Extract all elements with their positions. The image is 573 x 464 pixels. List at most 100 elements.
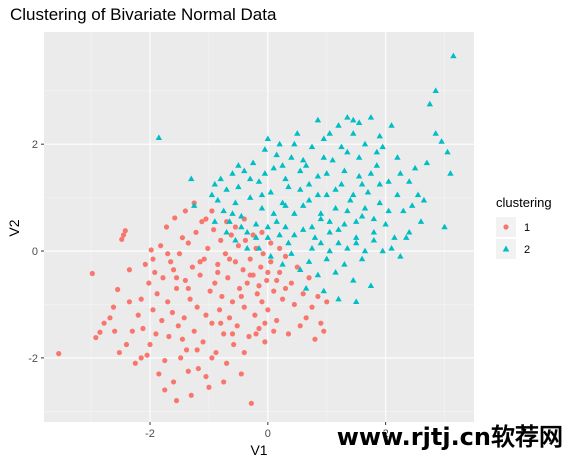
grid-minor (44, 32, 474, 422)
point-cluster-2 (249, 159, 257, 166)
point-cluster-1 (285, 331, 292, 337)
point-cluster-2 (188, 175, 195, 182)
point-cluster-2 (320, 154, 327, 160)
point-cluster-2 (355, 172, 363, 179)
point-cluster-1 (209, 355, 215, 361)
point-cluster-1 (115, 286, 121, 293)
point-cluster-1 (312, 336, 318, 342)
point-cluster-1 (297, 323, 303, 329)
point-cluster-1 (238, 371, 244, 377)
point-cluster-1 (168, 259, 174, 265)
point-cluster-2 (341, 260, 348, 267)
point-cluster-2 (264, 234, 272, 240)
point-cluster-1 (264, 277, 270, 284)
point-cluster-1 (268, 240, 274, 246)
point-cluster-1 (112, 328, 118, 334)
point-cluster-2 (211, 218, 219, 224)
point-cluster-1 (89, 270, 95, 277)
point-cluster-1 (162, 357, 168, 364)
point-cluster-1 (200, 339, 206, 345)
point-cluster-1 (265, 269, 271, 276)
point-cluster-1 (154, 291, 160, 297)
point-cluster-1 (225, 275, 231, 281)
point-cluster-1 (207, 288, 213, 294)
point-cluster-2 (385, 207, 392, 214)
point-cluster-1 (191, 328, 197, 334)
point-cluster-1 (229, 299, 236, 305)
point-cluster-1 (231, 341, 237, 348)
point-cluster-1 (215, 261, 221, 267)
point-cluster-2 (223, 186, 230, 192)
point-cluster-1 (142, 261, 148, 267)
points-layer (56, 52, 457, 406)
point-cluster-2 (432, 87, 439, 93)
point-cluster-2 (441, 223, 448, 230)
axis-ticks (41, 143, 387, 425)
point-cluster-1 (235, 243, 241, 249)
point-cluster-2 (355, 154, 363, 160)
point-cluster-2 (364, 188, 372, 195)
point-cluster-2 (252, 234, 260, 240)
point-cluster-1 (183, 347, 190, 353)
point-cluster-1 (110, 304, 117, 310)
point-cluster-1 (265, 307, 271, 313)
point-cluster-2 (252, 220, 260, 227)
point-cluster-2 (279, 162, 286, 168)
point-cluster-2 (376, 180, 383, 187)
point-cluster-2 (350, 116, 357, 123)
point-cluster-2 (332, 204, 339, 211)
legend: clustering 1 2 (496, 195, 552, 259)
point-cluster-1 (259, 229, 265, 235)
point-cluster-1 (194, 304, 200, 310)
point-cluster-1 (123, 341, 130, 348)
point-cluster-2 (411, 164, 419, 171)
point-cluster-2 (282, 175, 289, 182)
point-cluster-2 (208, 191, 216, 198)
point-cluster-2 (408, 202, 416, 208)
point-cluster-1 (170, 267, 177, 273)
point-cluster-2 (420, 196, 428, 203)
point-cluster-2 (217, 175, 224, 182)
point-cluster-1 (229, 331, 236, 337)
point-cluster-2 (285, 183, 292, 190)
point-cluster-2 (432, 130, 439, 136)
point-cluster-1 (185, 285, 191, 292)
point-cluster-2 (226, 218, 233, 224)
point-cluster-1 (232, 259, 239, 265)
point-cluster-1 (148, 247, 154, 253)
point-cluster-1 (170, 379, 177, 385)
point-cluster-1 (165, 299, 171, 305)
point-cluster-2 (338, 180, 345, 187)
point-cluster-1 (189, 264, 196, 270)
point-cluster-1 (240, 267, 246, 273)
point-cluster-1 (181, 315, 187, 321)
point-cluster-2 (373, 162, 381, 168)
point-cluster-1 (197, 272, 203, 278)
point-cluster-2 (294, 130, 301, 136)
point-cluster-2 (388, 122, 395, 128)
point-cluster-2 (232, 199, 239, 206)
point-cluster-2 (358, 212, 366, 219)
point-cluster-1 (179, 336, 186, 342)
point-cluster-2 (246, 175, 254, 182)
point-cluster-1 (173, 398, 180, 404)
point-cluster-1 (226, 315, 233, 321)
point-cluster-2 (223, 228, 230, 235)
point-cluster-1 (218, 237, 224, 243)
point-cluster-1 (222, 251, 229, 257)
point-cluster-1 (153, 331, 159, 337)
point-cluster-1 (150, 307, 156, 313)
plot-panel (44, 32, 474, 422)
point-cluster-2 (291, 231, 298, 238)
point-cluster-2 (397, 252, 404, 259)
point-cluster-2 (444, 148, 451, 155)
point-cluster-2 (323, 170, 330, 176)
point-cluster-2 (438, 138, 445, 144)
point-cluster-1 (160, 275, 166, 281)
point-cluster-1 (241, 349, 247, 356)
point-cluster-2 (344, 244, 351, 251)
point-cluster-2 (297, 167, 304, 174)
point-cluster-1 (188, 392, 194, 398)
point-cluster-1 (221, 379, 227, 385)
point-cluster-2 (308, 244, 316, 251)
